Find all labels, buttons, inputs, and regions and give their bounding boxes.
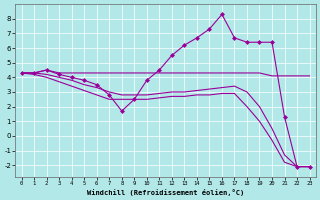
- X-axis label: Windchill (Refroidissement éolien,°C): Windchill (Refroidissement éolien,°C): [87, 189, 244, 196]
